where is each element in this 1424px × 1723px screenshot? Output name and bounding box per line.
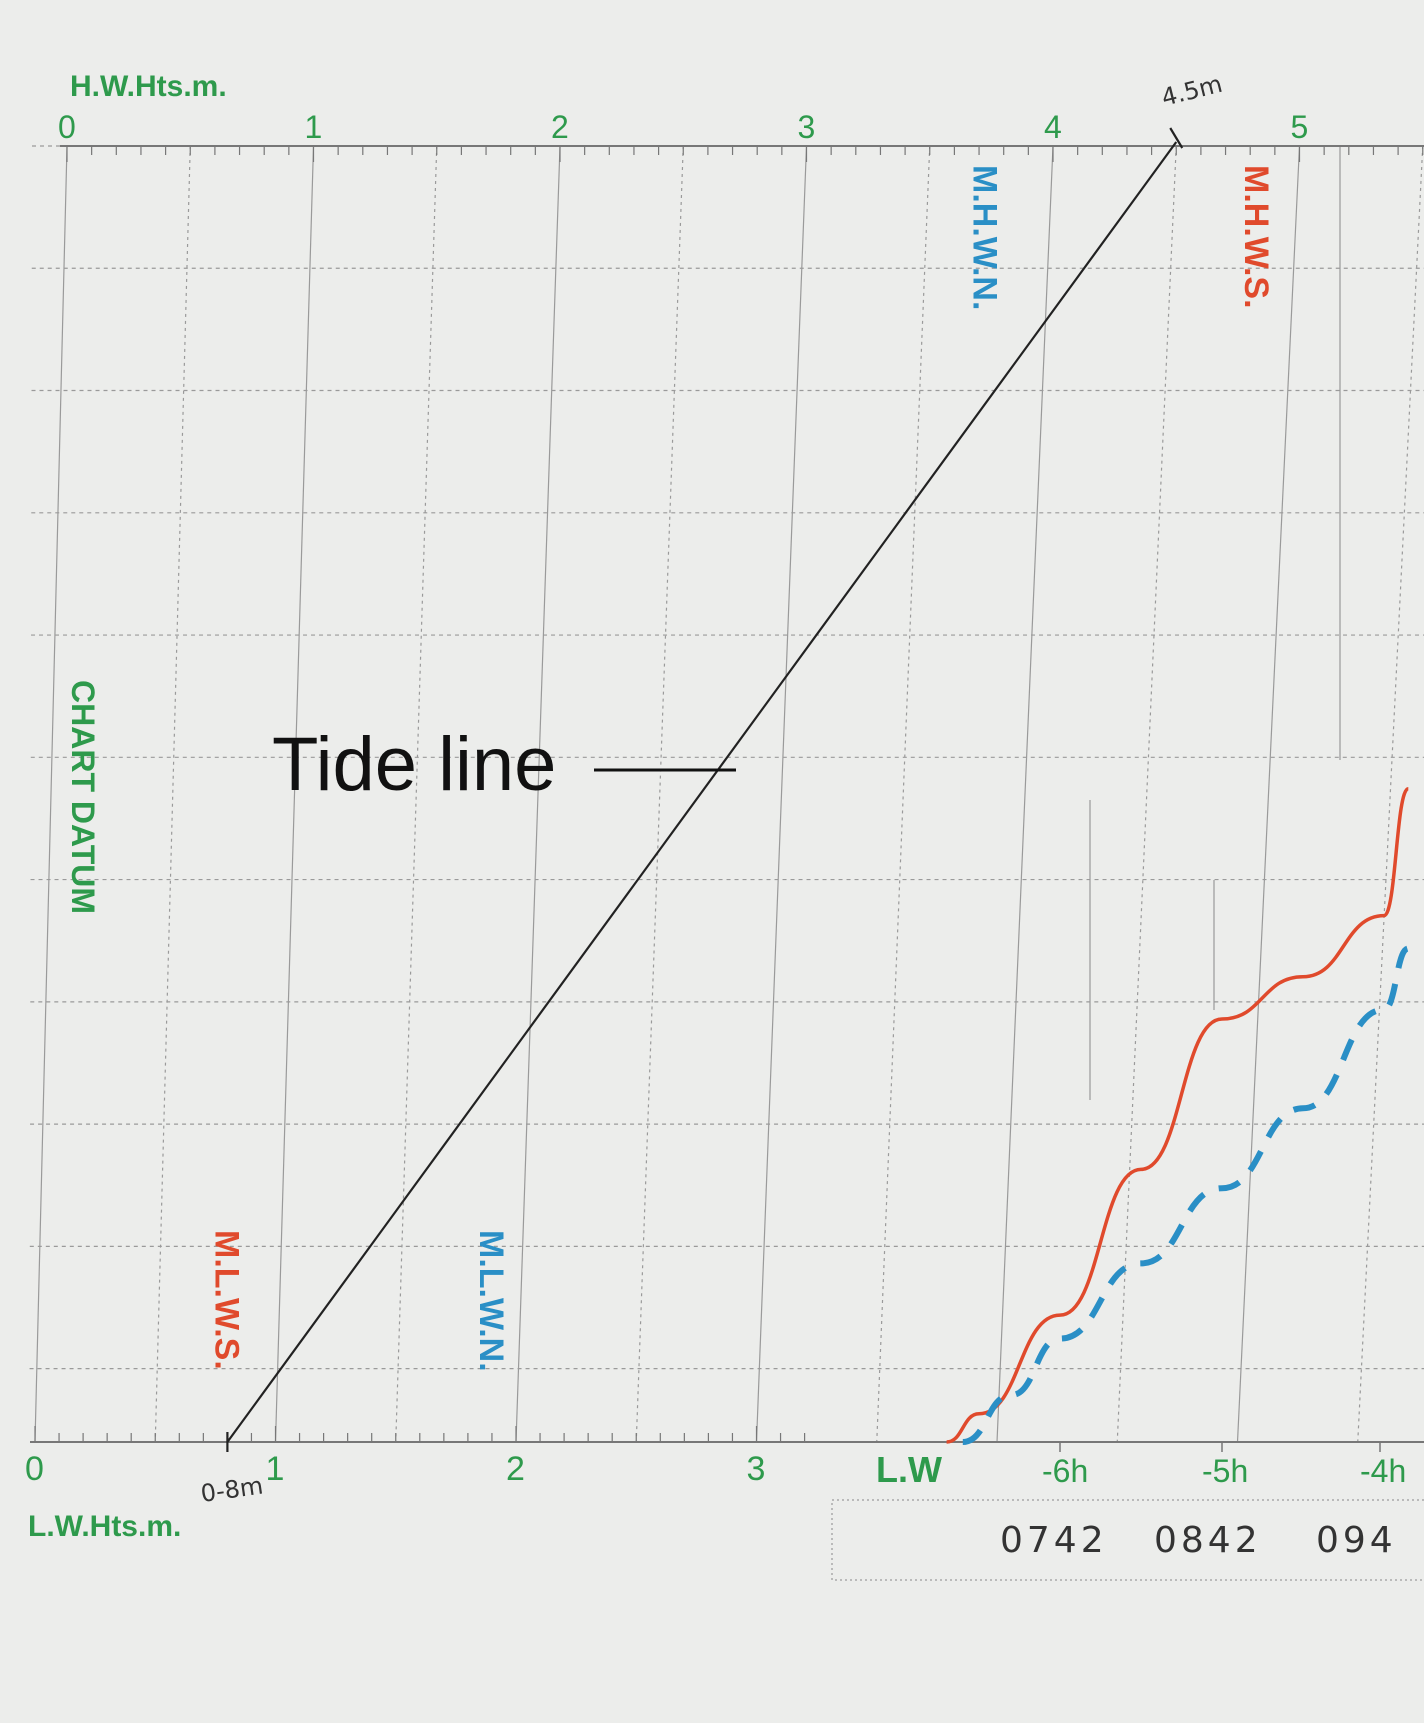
bottom-tick-label: 0 xyxy=(25,1450,44,1488)
time-tick-label: -5h xyxy=(1202,1453,1248,1489)
lw-axis-label: L.W.Hts.m. xyxy=(28,1510,181,1543)
grid-line-vertical xyxy=(635,145,684,1443)
time-value: 094 xyxy=(1316,1520,1397,1561)
top-tick-label: 0 xyxy=(58,109,76,145)
hw-axis-label: H.W.Hts.m. xyxy=(70,70,227,103)
tick-labels: 0 1 2 3 4 5 0 1 2 3 xyxy=(25,109,1308,1488)
grid-line-vertical xyxy=(154,145,191,1443)
tide-line-group xyxy=(226,127,1184,1452)
level-marker-label: M.H.W.S. xyxy=(1237,165,1275,309)
bottom-tick-label: 1 xyxy=(266,1450,285,1488)
grid-line-vertical xyxy=(1236,145,1301,1443)
tide-line xyxy=(226,141,1178,1443)
level-markers: M.L.W.S. M.L.W.N. M.H.W.N. M.H.W.S. xyxy=(207,165,1274,1372)
tide-curves xyxy=(946,786,1411,1445)
top-tick-label: 3 xyxy=(798,109,816,145)
grid-line-vertical xyxy=(515,145,561,1443)
grid-line-vertical xyxy=(274,145,315,1443)
grid xyxy=(29,145,1424,1443)
time-value: 0742 xyxy=(1000,1520,1108,1561)
lw-time-label: L.W xyxy=(876,1449,942,1490)
tide-line-hw-mark xyxy=(1169,127,1184,149)
chart-datum-label: CHART DATUM xyxy=(65,680,101,914)
level-marker-label: M.L.W.S. xyxy=(207,1230,245,1370)
tide-curve-springs xyxy=(946,786,1411,1444)
top-tick-label: 5 xyxy=(1291,109,1309,145)
bottom-tick-label: 3 xyxy=(747,1450,766,1488)
grid-line-vertical xyxy=(755,145,808,1443)
time-tick-label: -6h xyxy=(1042,1453,1088,1489)
top-tick-label: 4 xyxy=(1044,109,1062,145)
level-marker-label: M.H.W.N. xyxy=(966,165,1004,310)
grid-line-vertical xyxy=(395,145,438,1443)
level-marker-label: M.L.W.N. xyxy=(472,1230,510,1372)
top-tick-label: 2 xyxy=(551,109,569,145)
bottom-tick-label: 2 xyxy=(506,1450,525,1488)
time-value: 0842 xyxy=(1154,1520,1262,1561)
axes xyxy=(30,145,1424,1452)
grid-line-vertical xyxy=(876,145,931,1443)
time-tick-label: -4h xyxy=(1360,1453,1406,1489)
tide-curve-neaps xyxy=(962,945,1410,1445)
time-table-frame xyxy=(831,1499,1424,1581)
tide-line-annotation: Tide line xyxy=(272,722,556,807)
grid-line-vertical xyxy=(34,145,68,1443)
top-tick-label: 1 xyxy=(305,109,323,145)
grid-line-vertical xyxy=(996,145,1054,1443)
